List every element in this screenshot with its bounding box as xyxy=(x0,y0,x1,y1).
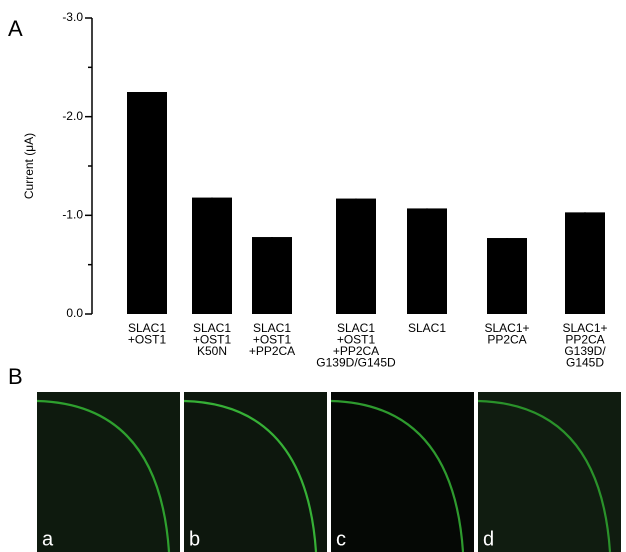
x-tick-label: SLAC1 xyxy=(408,321,446,335)
bar xyxy=(127,92,167,314)
y-tick-label: -3.0 xyxy=(62,10,83,24)
body: {"panel_labels": ["A", "B"], "chart_data… xyxy=(0,0,626,552)
x-tick-label: G145D xyxy=(566,356,604,370)
micrograph xyxy=(184,392,327,552)
y-tick-label: -1.0 xyxy=(62,208,83,222)
micrograph xyxy=(37,392,180,552)
panel-label: A xyxy=(8,16,23,41)
bar xyxy=(565,212,605,314)
image-label: d xyxy=(483,528,494,550)
y-axis-label: Current (μA) xyxy=(22,133,36,199)
x-tick-label: PP2CA xyxy=(487,333,526,347)
y-tick-label: 0.0 xyxy=(66,306,83,320)
x-tick-label: K50N xyxy=(197,344,227,358)
x-tick-label: +PP2CA xyxy=(249,344,295,358)
image-label: c xyxy=(336,528,346,550)
panel-label: B xyxy=(8,364,23,389)
bar xyxy=(192,198,232,314)
image-label: a xyxy=(42,528,54,550)
bar xyxy=(407,208,447,314)
micrograph xyxy=(331,392,474,552)
x-tick-label: G139D/G145D xyxy=(316,356,396,370)
image-label: b xyxy=(189,528,200,550)
y-tick-label: -2.0 xyxy=(62,109,83,123)
micrograph xyxy=(478,392,621,552)
page: body { margin: 0; background: #fff; font… xyxy=(0,0,626,552)
x-tick-label: +OST1 xyxy=(128,333,167,347)
figure: A B Current (μA) 0.0 -1.0 -2.0 -3.0 SLAC1 +OS… xyxy=(0,0,626,552)
